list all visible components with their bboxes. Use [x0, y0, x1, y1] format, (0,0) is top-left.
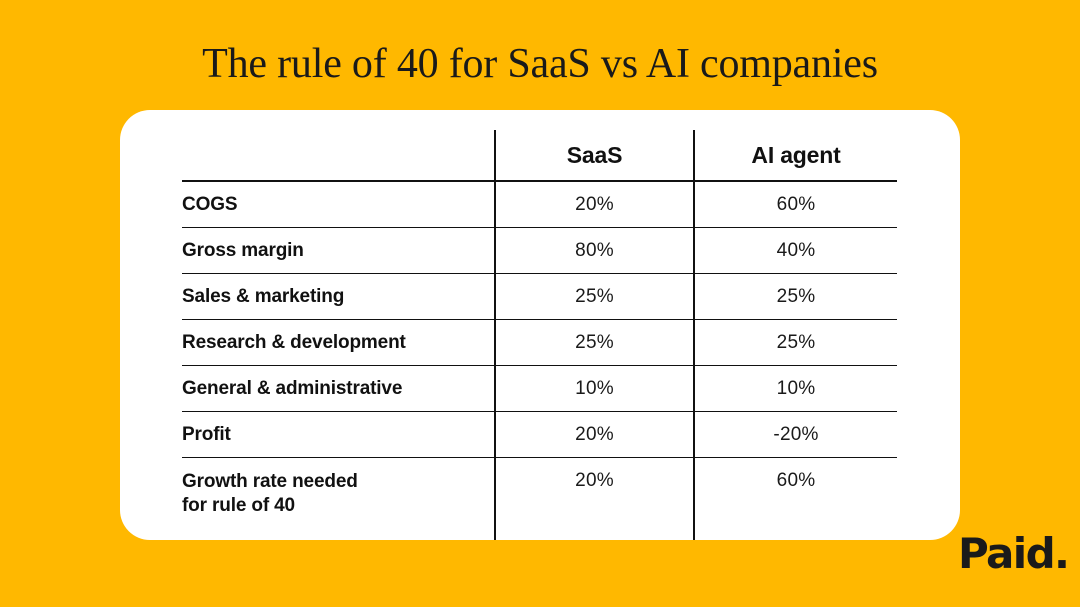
cell-growth-rate-saas: 20%: [494, 457, 694, 540]
table-row: Gross margin 80% 40%: [182, 227, 897, 274]
table-container: SaaS AI agent COGS 20% 60% Gross ma: [182, 130, 897, 540]
cell-profit-ai-agent: -20%: [693, 411, 897, 458]
cell-research-development-ai-agent: 25%: [693, 319, 897, 366]
cell-general-administrative-saas: 10%: [494, 365, 694, 412]
table-row: Growth rate needed for rule of 40 20% 60…: [182, 457, 897, 541]
row-label-text: COGS: [182, 193, 238, 215]
cell-growth-rate-ai-agent: 60%: [693, 457, 897, 540]
row-label-text: General & administrative: [182, 377, 403, 399]
table-card: SaaS AI agent COGS 20% 60% Gross ma: [120, 110, 960, 540]
row-label-profit: Profit: [182, 411, 495, 458]
row-label-text: Research & development: [182, 331, 406, 353]
row-label-text: Sales & marketing: [182, 285, 345, 307]
row-label-text: Growth rate needed: [182, 471, 358, 492]
cell-research-development-saas: 25%: [494, 319, 694, 366]
rule-of-40-table: SaaS AI agent COGS 20% 60% Gross ma: [182, 130, 897, 540]
row-label-research-development: Research & development: [182, 319, 495, 366]
column-header-metric: [182, 130, 495, 182]
table-row: Research & development 25% 25%: [182, 319, 897, 366]
row-label-gross-margin: Gross margin: [182, 227, 495, 274]
row-label-text: Profit: [182, 423, 231, 445]
row-label-growth-rate-needed: Growth rate needed for rule of 40: [182, 458, 495, 541]
row-label-sales-marketing: Sales & marketing: [182, 273, 495, 320]
row-label-text-line2: for rule of 40: [182, 494, 295, 516]
cell-profit-saas: 20%: [494, 411, 694, 458]
paid-logo: Paid.: [958, 529, 1070, 578]
cell-sales-marketing-ai-agent: 25%: [693, 273, 897, 320]
table-header-row: SaaS AI agent: [182, 130, 897, 182]
row-label-general-administrative: General & administrative: [182, 365, 495, 412]
cell-gross-margin-ai-agent: 40%: [693, 227, 897, 274]
row-label-cogs: COGS: [182, 181, 495, 228]
page-title: The rule of 40 for SaaS vs AI companies: [202, 41, 878, 87]
cell-cogs-ai-agent: 60%: [693, 181, 897, 228]
column-header-ai-agent: AI agent: [693, 130, 897, 182]
table-body: COGS 20% 60% Gross margin 80% 40%: [182, 181, 897, 540]
table-row: COGS 20% 60%: [182, 181, 897, 228]
cell-gross-margin-saas: 80%: [494, 227, 694, 274]
cell-cogs-saas: 20%: [494, 181, 694, 228]
cell-general-administrative-ai-agent: 10%: [693, 365, 897, 412]
table-row: Profit 20% -20%: [182, 411, 897, 458]
cell-sales-marketing-saas: 25%: [494, 273, 694, 320]
row-label-text: Gross margin: [182, 239, 304, 261]
table-row: General & administrative 10% 10%: [182, 365, 897, 412]
column-header-saas: SaaS: [494, 130, 694, 182]
table-row: Sales & marketing 25% 25%: [182, 273, 897, 320]
table-header: SaaS AI agent: [182, 130, 897, 182]
